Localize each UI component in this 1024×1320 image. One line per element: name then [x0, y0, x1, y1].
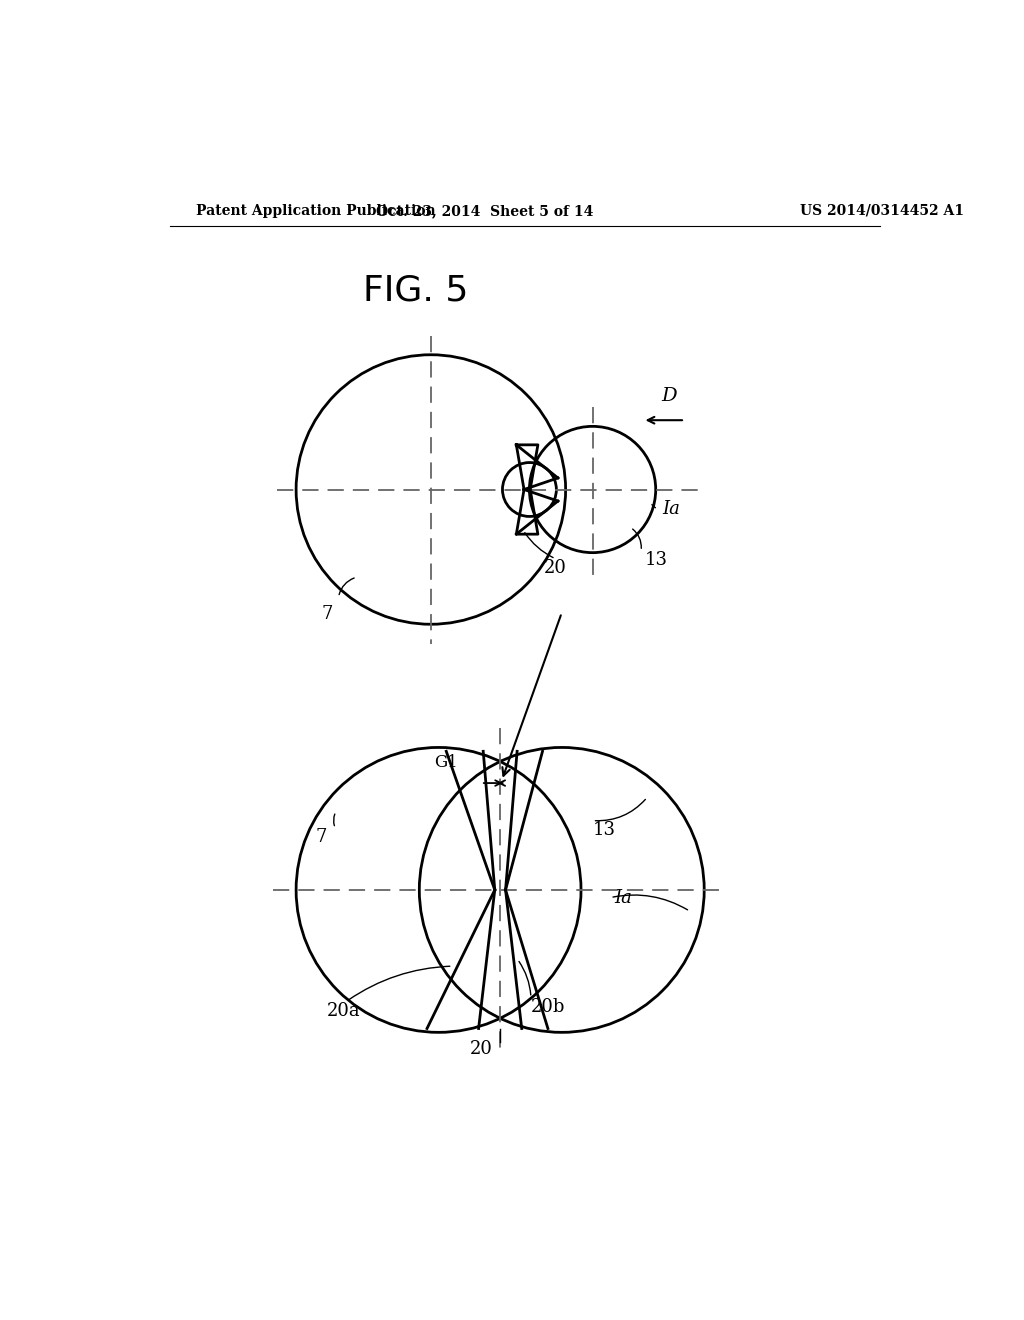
Text: 20a: 20a	[327, 1002, 360, 1019]
Text: D: D	[662, 387, 677, 405]
Text: 20: 20	[544, 558, 567, 577]
Text: 7: 7	[315, 829, 328, 846]
Text: G1: G1	[434, 754, 458, 771]
Text: Ia: Ia	[614, 888, 632, 907]
Text: 13: 13	[593, 821, 615, 838]
Text: Oct. 23, 2014  Sheet 5 of 14: Oct. 23, 2014 Sheet 5 of 14	[376, 203, 594, 218]
Text: 13: 13	[645, 552, 668, 569]
Text: Ia: Ia	[662, 500, 680, 517]
Text: 20: 20	[469, 1040, 493, 1059]
Text: FIG. 5: FIG. 5	[362, 275, 468, 308]
Text: 7: 7	[322, 605, 333, 623]
Text: 20b: 20b	[531, 998, 565, 1015]
Text: Patent Application Publication: Patent Application Publication	[196, 203, 435, 218]
Text: US 2014/0314452 A1: US 2014/0314452 A1	[801, 203, 965, 218]
